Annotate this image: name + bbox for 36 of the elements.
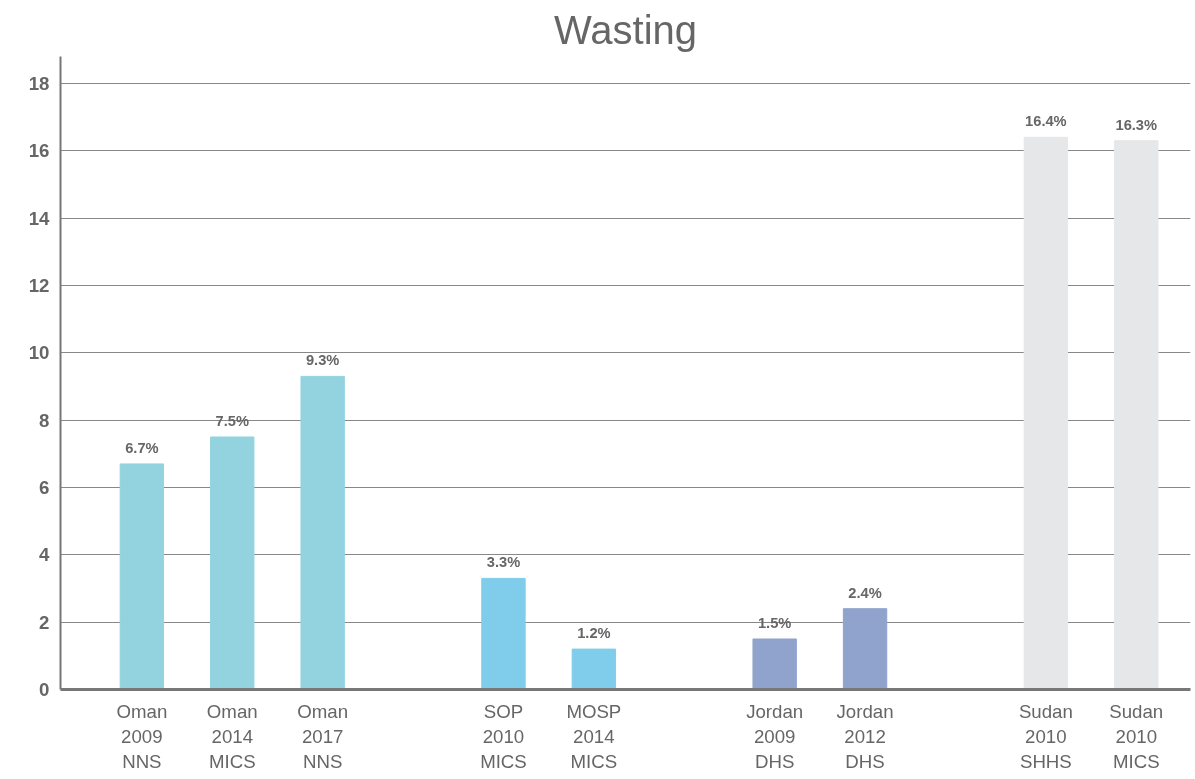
bar	[119, 463, 165, 690]
x-tick-label: Oman 2017 NNS	[297, 700, 349, 772]
data-label: 6.7%	[125, 439, 159, 456]
y-tick-label: 6	[39, 476, 50, 498]
bar	[842, 608, 888, 690]
x-tick-label: Sudan 2010 MICS	[1109, 700, 1164, 772]
bar	[300, 375, 345, 690]
bar	[210, 436, 255, 690]
x-tick-label: Oman 2009 NNS	[116, 700, 168, 772]
chart-title: Wasting	[554, 7, 698, 52]
y-tick-label: 18	[28, 72, 50, 94]
bar	[481, 577, 526, 690]
x-tick-label: Sudan 2010 SHHS	[1018, 700, 1073, 772]
data-label: 3.3%	[486, 554, 521, 571]
x-tick-label: SOP 2010 MICS	[480, 700, 527, 772]
x-tick-label: Oman 2014 MICS	[206, 700, 258, 772]
bar	[1114, 140, 1159, 690]
bar	[1023, 136, 1069, 690]
y-tick-label: 16	[28, 140, 50, 162]
data-label: 16.3%	[1115, 116, 1158, 133]
data-label: 9.3%	[305, 352, 340, 369]
bar	[571, 648, 617, 690]
y-tick-label: 8	[39, 409, 50, 431]
y-tick-label: 14	[28, 207, 51, 229]
y-tick-label: 10	[28, 342, 50, 364]
y-tick-label: 4	[39, 544, 51, 566]
y-tick-label: 0	[39, 679, 50, 700]
x-tick-label: Jordan 2012 DHS	[836, 700, 894, 772]
y-tick-label: 12	[28, 274, 50, 296]
x-tick-label: MOSP 2014 MICS	[566, 700, 622, 772]
y-tick-label: 2	[39, 611, 50, 633]
data-label: 1.2%	[577, 625, 611, 642]
data-label: 2.4%	[848, 584, 882, 601]
data-label: 16.4%	[1025, 113, 1067, 130]
bar	[752, 638, 797, 690]
x-tick-label: Jordan 2009 DHS	[746, 700, 804, 772]
